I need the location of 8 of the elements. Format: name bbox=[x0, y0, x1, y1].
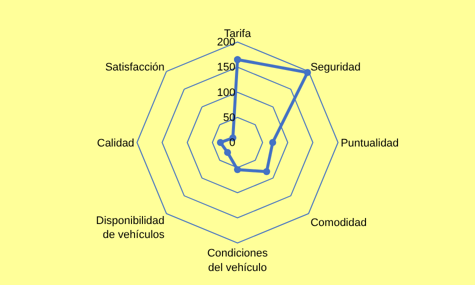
spoke-label: Comodidad bbox=[310, 216, 367, 229]
spoke-label: Condiciones del vehículo bbox=[207, 248, 268, 274]
spoke-label: Disponibilidad de vehículos bbox=[96, 214, 166, 242]
spoke-label: Puntualidad bbox=[340, 137, 399, 150]
spoke-label: Calidad bbox=[96, 137, 134, 150]
y-tick-label: 150 bbox=[216, 62, 236, 74]
spoke-label: Satisfacción bbox=[105, 62, 165, 74]
spoke-label: Seguridad bbox=[310, 62, 361, 74]
